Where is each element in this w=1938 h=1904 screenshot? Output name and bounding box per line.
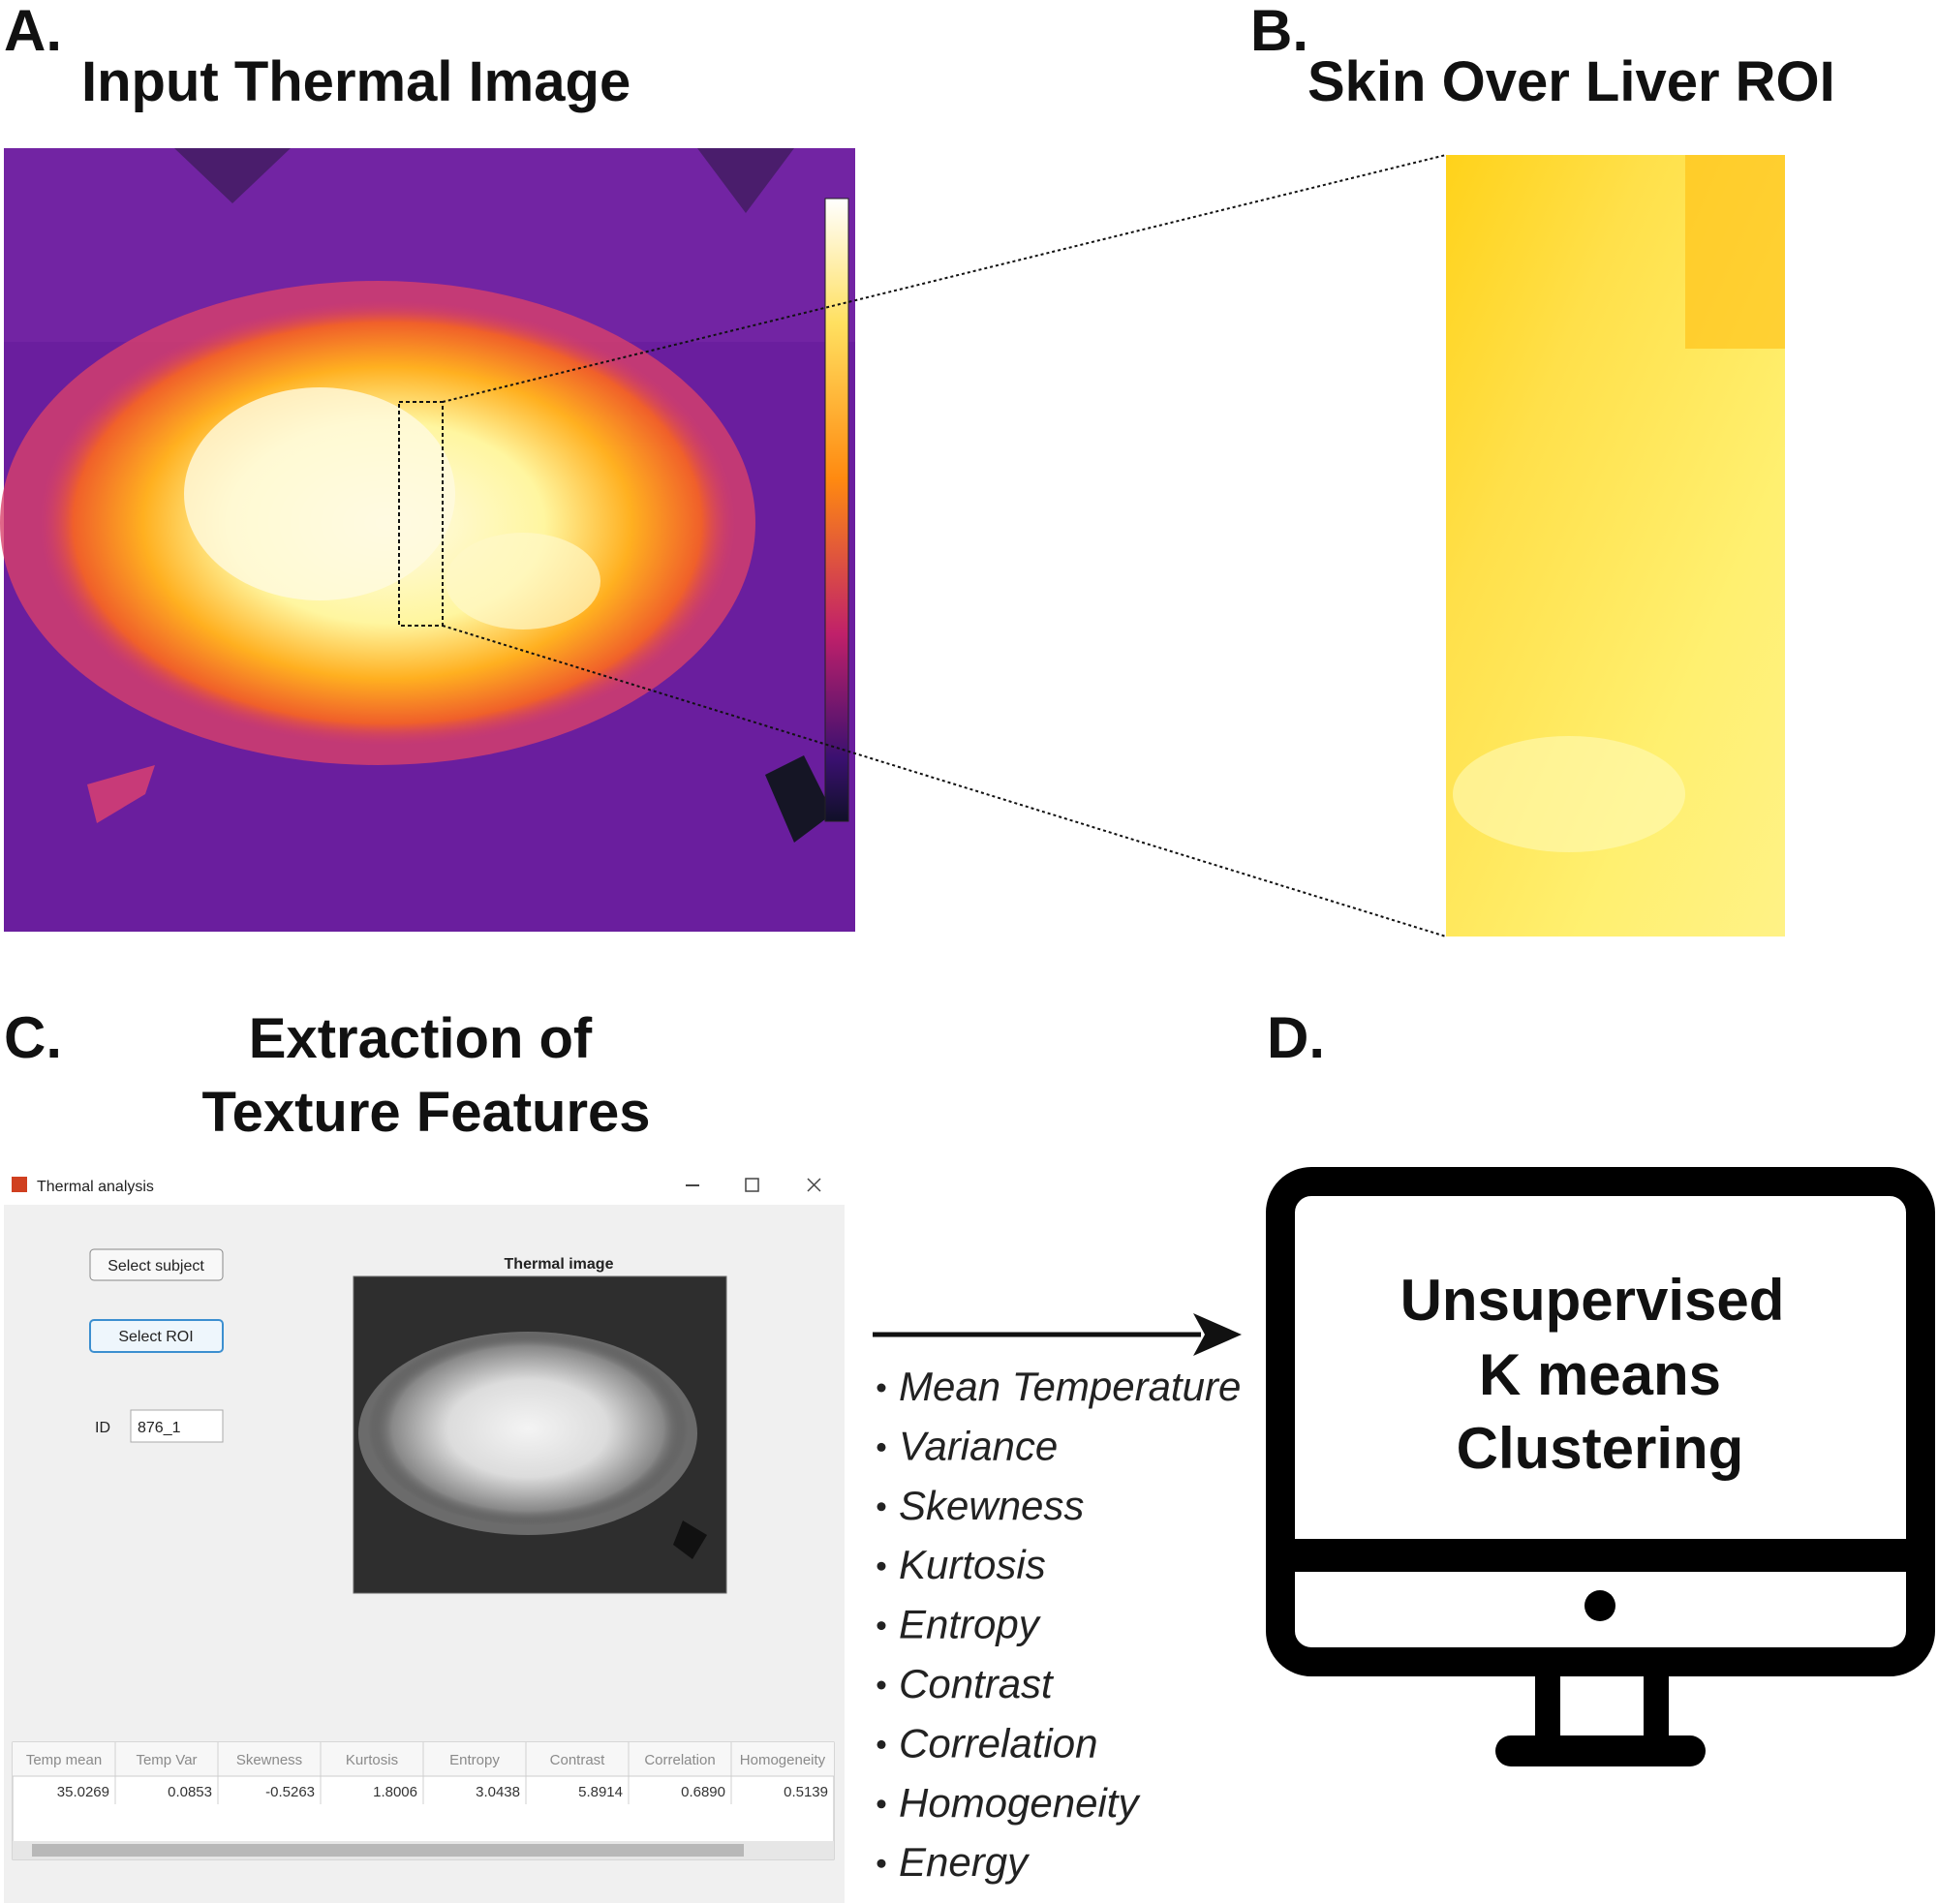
monitor-text: K means bbox=[1479, 1342, 1721, 1407]
feature-list: Mean Temperature Variance Skewness Kurtosis… bbox=[877, 1364, 1241, 1885]
table-cell: 0.5139 bbox=[784, 1784, 828, 1800]
panel-label: C. bbox=[4, 1005, 62, 1070]
thermal-image bbox=[0, 148, 855, 932]
id-value: 876_1 bbox=[138, 1420, 181, 1436]
zoom-line bbox=[442, 154, 1447, 403]
bullet bbox=[877, 1502, 886, 1512]
column-header: Temp mean bbox=[26, 1752, 102, 1768]
bullet bbox=[877, 1442, 886, 1452]
window-title: Thermal analysis bbox=[37, 1179, 154, 1195]
button-label: Select ROI bbox=[118, 1329, 193, 1345]
panel-label: B. bbox=[1250, 0, 1308, 63]
feature-item: Energy bbox=[899, 1839, 1031, 1885]
monitor-icon bbox=[1266, 1167, 1935, 1766]
bullet bbox=[877, 1561, 886, 1571]
maximize-button[interactable] bbox=[745, 1178, 759, 1192]
column-header: Temp Var bbox=[136, 1752, 197, 1768]
panel-label: D. bbox=[1267, 1005, 1325, 1070]
feature-item: Kurtosis bbox=[899, 1542, 1046, 1587]
feature-item: Contrast bbox=[899, 1661, 1055, 1706]
table-cell: 1.8006 bbox=[373, 1784, 417, 1800]
roi-image bbox=[1446, 155, 1785, 937]
bullet bbox=[877, 1680, 886, 1690]
table-cell: 5.8914 bbox=[578, 1784, 623, 1800]
panel-title: Skin Over Liver ROI bbox=[1307, 50, 1835, 113]
monitor-text: Unsupervised bbox=[1400, 1268, 1785, 1333]
bullet bbox=[877, 1739, 886, 1749]
gray-image bbox=[353, 1275, 727, 1594]
column-header: Homogeneity bbox=[740, 1752, 826, 1768]
column-header: Skewness bbox=[236, 1752, 302, 1768]
feature-item: Mean Temperature bbox=[899, 1364, 1241, 1409]
select-subject-button[interactable] bbox=[89, 1248, 224, 1281]
bullet bbox=[877, 1383, 886, 1393]
table-cell: 0.0853 bbox=[168, 1784, 212, 1800]
id-input[interactable] bbox=[130, 1409, 224, 1443]
app-icon bbox=[12, 1177, 27, 1192]
feature-item: Entropy bbox=[899, 1602, 1042, 1647]
bullet bbox=[877, 1621, 886, 1631]
feature-table: Temp mean Temp Var Skewness Kurtosis Entropy… bbox=[12, 1741, 835, 1860]
scroll-thumb[interactable] bbox=[32, 1844, 744, 1857]
select-roi-button[interactable] bbox=[89, 1319, 224, 1353]
column-header: Correlation bbox=[644, 1752, 715, 1768]
app-window: Thermal analysis Select subject Select R… bbox=[4, 1168, 845, 1903]
panel-title: Input Thermal Image bbox=[81, 50, 631, 113]
column-header: Entropy bbox=[449, 1752, 500, 1768]
bullet bbox=[877, 1858, 886, 1868]
panel-title: Texture Features bbox=[201, 1081, 650, 1144]
button-label: Select subject bbox=[108, 1258, 204, 1274]
feature-item: Correlation bbox=[899, 1720, 1097, 1766]
feature-item: Variance bbox=[899, 1423, 1058, 1468]
id-label: ID bbox=[95, 1420, 110, 1436]
close-button[interactable] bbox=[807, 1178, 821, 1192]
panel-title: Extraction of bbox=[249, 1007, 593, 1070]
table-cell: -0.5263 bbox=[265, 1784, 315, 1800]
feature-item: Homogeneity bbox=[899, 1780, 1141, 1826]
feature-item: Skewness bbox=[899, 1483, 1084, 1528]
bullet bbox=[877, 1799, 886, 1809]
panel-label: A. bbox=[4, 0, 62, 63]
table-cell: 0.6890 bbox=[681, 1784, 725, 1800]
arrow-head bbox=[1193, 1313, 1242, 1356]
column-header: Contrast bbox=[550, 1752, 606, 1768]
table-cell: 3.0438 bbox=[476, 1784, 520, 1800]
column-header: Kurtosis bbox=[346, 1752, 398, 1768]
table-cell: 35.0269 bbox=[57, 1784, 109, 1800]
zoom-line bbox=[442, 625, 1447, 937]
monitor-text: Clustering bbox=[1457, 1416, 1744, 1481]
image-title: Thermal image bbox=[505, 1256, 614, 1273]
